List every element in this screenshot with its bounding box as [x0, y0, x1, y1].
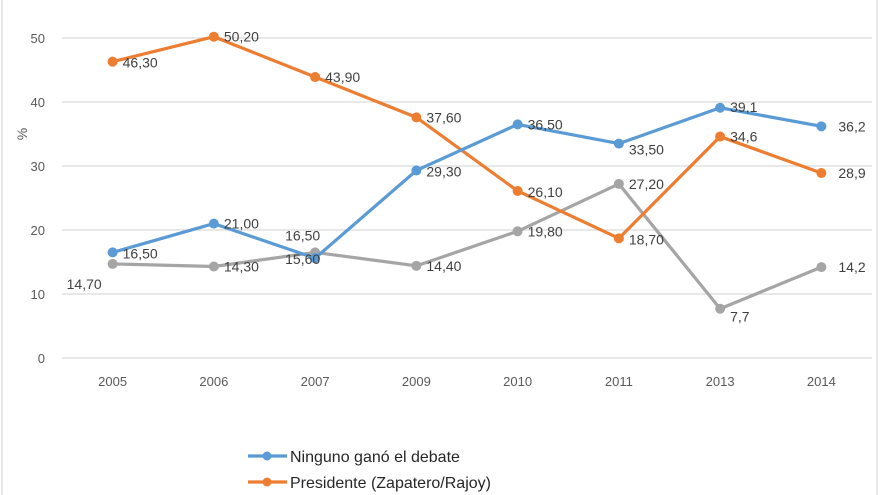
data-point — [715, 131, 726, 142]
data-point — [512, 119, 523, 130]
x-tick-label: 2010 — [503, 374, 532, 389]
data-point — [107, 258, 118, 269]
data-point — [208, 261, 219, 272]
data-point — [310, 72, 321, 83]
x-axis-ticks: 2005 2006 2007 2009 2010 2011 2013 2014 — [98, 374, 836, 389]
legend-label: Presidente (Zapatero/Rajoy) — [290, 475, 491, 492]
series — [107, 31, 827, 314]
data-point — [107, 247, 118, 258]
series-line — [111, 106, 823, 260]
x-tick-label: 2013 — [706, 374, 735, 389]
data-label: 37,60 — [426, 109, 461, 125]
legend-item: Presidente (Zapatero/Rajoy) — [248, 475, 491, 492]
data-label: 28,9 — [838, 165, 865, 181]
y-axis-ticks: 0 10 20 30 40 50 — [31, 31, 45, 366]
x-tick-label: 2009 — [402, 374, 431, 389]
data-label: 29,30 — [426, 163, 461, 179]
data-point — [512, 185, 523, 196]
y-tick-label: 20 — [31, 223, 45, 238]
y-tick-label: 10 — [31, 287, 45, 302]
data-point — [613, 178, 624, 189]
data-point — [613, 233, 624, 244]
y-tick-label: 50 — [31, 31, 45, 46]
data-point — [310, 253, 321, 264]
data-point — [715, 102, 726, 113]
data-point — [411, 165, 422, 176]
data-label: 16,50 — [285, 227, 320, 243]
data-label: 18,70 — [629, 231, 664, 247]
data-point — [613, 138, 624, 149]
data-point — [816, 121, 827, 132]
data-label: 14,40 — [426, 258, 461, 274]
data-label: 21,00 — [224, 216, 259, 232]
data-point — [107, 56, 118, 67]
series-0 — [107, 102, 827, 264]
data-label: 14,70 — [67, 276, 102, 292]
data-point — [512, 226, 523, 237]
data-label: 7,7 — [730, 309, 750, 325]
legend-label: Ninguno ganó el debate — [290, 449, 460, 466]
data-label: 33,50 — [629, 142, 664, 158]
x-tick-label: 2006 — [199, 374, 228, 389]
data-label: 14,30 — [224, 258, 259, 274]
data-label: 36,50 — [528, 116, 563, 132]
series-line — [111, 35, 823, 240]
data-label: 46,30 — [123, 55, 158, 71]
x-tick-label: 2014 — [807, 374, 836, 389]
data-label: 43,90 — [325, 69, 360, 85]
legend: Ninguno ganó el debate Presidente (Zapate… — [248, 449, 491, 492]
legend-point-marker — [262, 477, 272, 487]
data-label: 39,1 — [730, 99, 757, 115]
gridlines — [62, 37, 872, 359]
y-tick-label: 0 — [38, 351, 45, 366]
data-labels: 16,50 21,00 15,60 29,30 36,50 33,50 39,1 36,2 46… — [67, 29, 866, 325]
data-point — [816, 262, 827, 273]
legend-item: Ninguno ganó el debate — [248, 449, 460, 466]
data-label: 19,80 — [528, 223, 563, 239]
data-label: 15,60 — [285, 251, 320, 267]
data-label: 36,2 — [838, 118, 865, 134]
data-label: 26,10 — [528, 184, 563, 200]
y-tick-label: 40 — [31, 95, 45, 110]
data-label: 16,50 — [123, 245, 158, 261]
x-tick-label: 2005 — [98, 374, 127, 389]
y-tick-label: 30 — [31, 159, 45, 174]
x-tick-label: 2011 — [605, 374, 633, 389]
series-1 — [107, 31, 827, 244]
data-label: 50,20 — [224, 29, 259, 45]
data-label: 34,6 — [730, 129, 757, 145]
series-line — [111, 182, 823, 311]
data-point — [208, 31, 219, 42]
y-axis-label: % — [14, 128, 30, 140]
data-label: 27,20 — [629, 176, 664, 192]
x-tick-label: 2007 — [301, 374, 330, 389]
data-point — [208, 218, 219, 229]
data-point — [715, 303, 726, 314]
data-label: 14,2 — [838, 259, 865, 275]
data-point — [411, 112, 422, 123]
data-point — [411, 260, 422, 271]
legend-point-marker — [262, 451, 272, 461]
data-point — [816, 168, 827, 179]
